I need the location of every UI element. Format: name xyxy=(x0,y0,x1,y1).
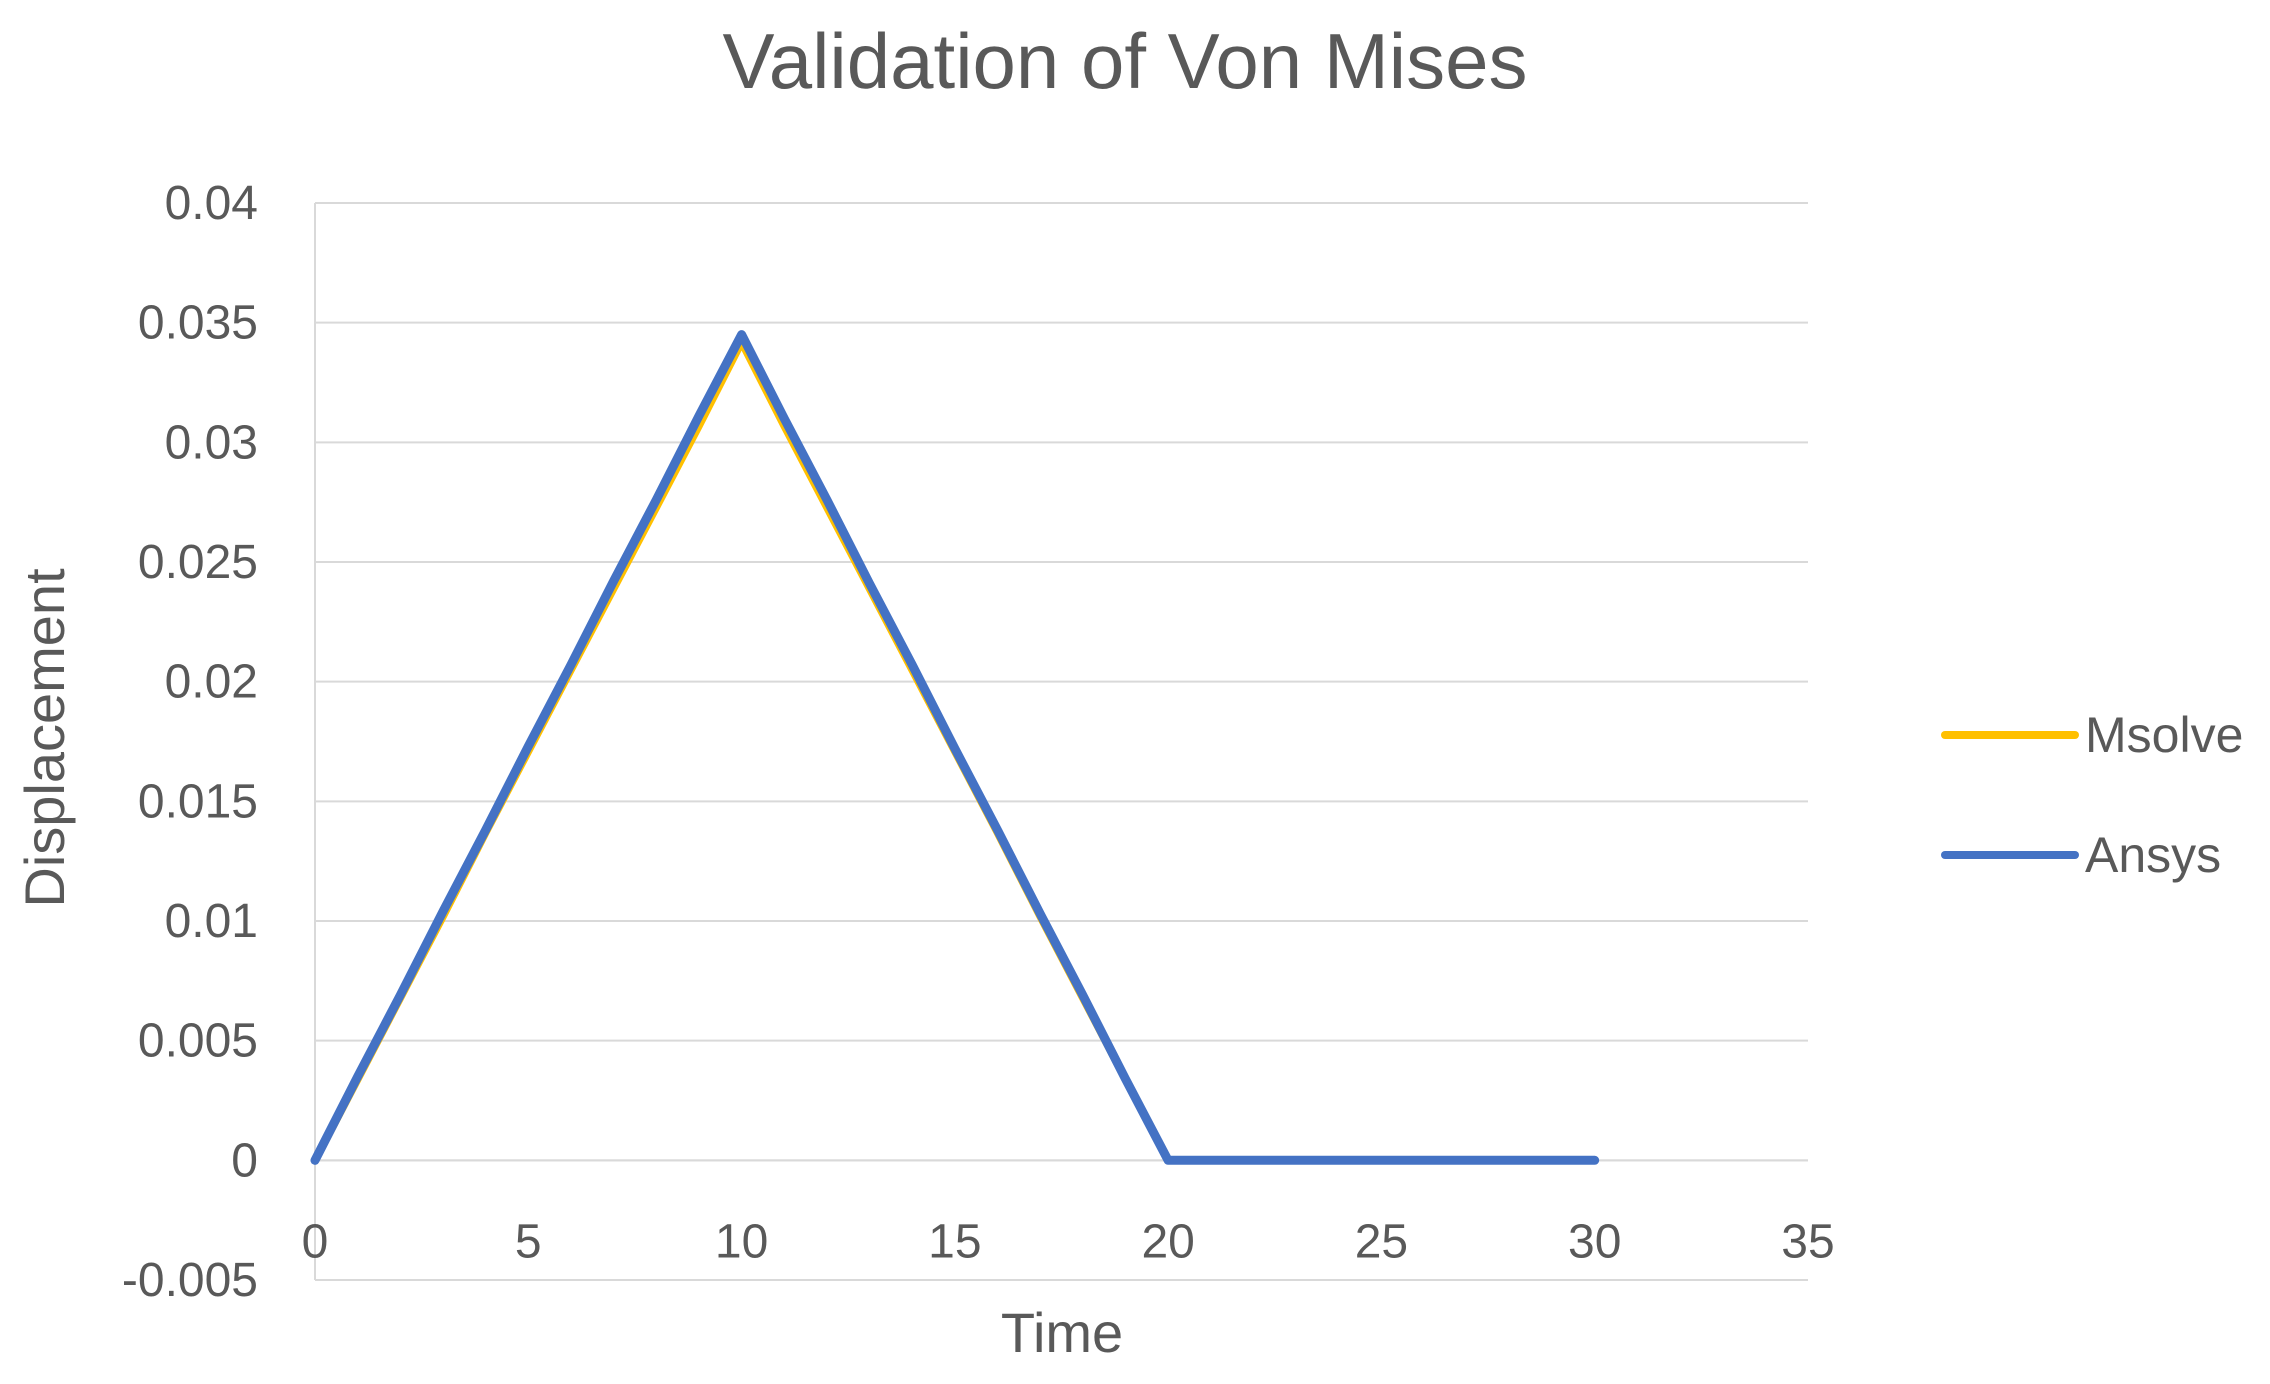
y-tick-label: 0.04 xyxy=(165,177,258,230)
y-tick-label: 0.005 xyxy=(138,1015,258,1068)
y-tick-label: 0.035 xyxy=(138,297,258,350)
y-tick-label: 0.02 xyxy=(165,656,258,709)
y-tick-label: 0.015 xyxy=(138,775,258,828)
legend: Msolve Ansys xyxy=(1941,707,2243,883)
y-axis-title: Displacement xyxy=(13,568,76,908)
x-tick-label: 30 xyxy=(1568,1215,1621,1268)
gridlines xyxy=(315,202,1808,1162)
x-tick-label: 5 xyxy=(515,1215,542,1268)
y-tick-label: 0.03 xyxy=(165,416,258,469)
y-tick-label: -0.005 xyxy=(122,1254,258,1307)
series-line-ansys xyxy=(310,330,1600,1165)
legend-label-msolve: Msolve xyxy=(2085,707,2243,763)
x-tick-label: 20 xyxy=(1141,1215,1194,1268)
series-lines xyxy=(310,330,1600,1165)
chart-title: Validation of Von Mises xyxy=(722,17,1527,105)
axes xyxy=(314,203,1808,1281)
x-tick-label: 25 xyxy=(1355,1215,1408,1268)
x-tick-label: 10 xyxy=(715,1215,768,1268)
tick-labels: -0.005 0 0.005 0.01 0.015 0.02 0.025 0.03 0.035 0… xyxy=(122,177,1835,1307)
y-tick-label: 0.01 xyxy=(165,895,258,948)
legend-label-ansys: Ansys xyxy=(2085,827,2221,883)
x-axis-title: Time xyxy=(1001,1301,1123,1364)
x-tick-label: 15 xyxy=(928,1215,981,1268)
x-tick-label: 35 xyxy=(1781,1215,1834,1268)
y-tick-label: 0 xyxy=(231,1134,258,1187)
x-tick-label: 0 xyxy=(302,1215,329,1268)
y-tick-label: 0.025 xyxy=(138,536,258,589)
